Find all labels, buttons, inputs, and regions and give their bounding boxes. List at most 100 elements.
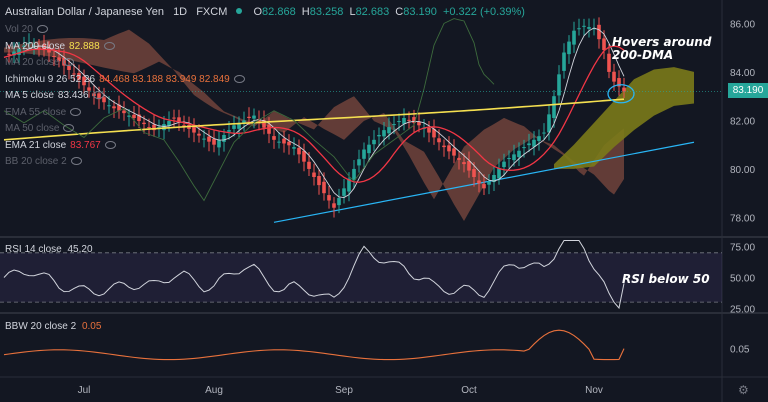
candle-body: [282, 138, 286, 144]
candle-body: [102, 97, 106, 103]
time-axis-tick: Aug: [205, 385, 223, 396]
visibility-icon[interactable]: [233, 74, 245, 83]
candle-body: [77, 73, 81, 80]
candle-body: [252, 115, 256, 119]
candle-body: [407, 119, 411, 121]
candle-body: [112, 106, 116, 109]
candle-body: [117, 104, 121, 111]
price-axis-tick: 78.00: [730, 213, 755, 224]
candle-body: [372, 139, 376, 145]
candle-body: [402, 118, 406, 124]
time-axis-tick: Nov: [585, 385, 603, 396]
candle-body: [332, 203, 336, 208]
candle-body: [82, 76, 86, 86]
candle-body: [622, 87, 626, 92]
legend-item[interactable]: MA 20 close: [5, 57, 75, 68]
ohlc-values: O82.868 H83.258 L82.683 C83.190 +0.322 (…: [253, 6, 525, 18]
legend-item[interactable]: EMA 55 close: [5, 107, 82, 118]
candle-body: [287, 141, 291, 146]
candle-body: [462, 162, 466, 165]
candle-body: [432, 128, 436, 138]
candle-body: [497, 168, 501, 179]
candle-body: [427, 127, 431, 133]
visibility-icon[interactable]: [70, 107, 82, 116]
candle-body: [107, 105, 111, 107]
candle-body: [377, 134, 381, 137]
candle-body: [382, 130, 386, 137]
rsi-axis-tick: 75.00: [730, 243, 755, 254]
candle-body: [607, 53, 611, 72]
candle-body: [172, 117, 176, 119]
bbw-legend[interactable]: BBW 20 close 2 0.05: [5, 321, 102, 332]
candle-body: [362, 149, 366, 159]
candle-body: [307, 161, 311, 169]
candle-body: [592, 28, 596, 30]
candle-body: [437, 138, 441, 143]
candle-body: [572, 30, 576, 45]
candle-body: [47, 48, 51, 53]
candle-body: [207, 136, 211, 142]
candle-body: [72, 73, 76, 75]
visibility-icon[interactable]: [92, 91, 104, 99]
candle-body: [232, 125, 236, 129]
visibility-icon[interactable]: [104, 140, 116, 149]
candle-body: [467, 160, 471, 171]
candle-body: [122, 110, 126, 114]
candle-body: [532, 139, 536, 147]
legend-item[interactable]: MA 5 close 83.436: [5, 90, 104, 101]
lagging-span-line: [3, 18, 495, 202]
candle-body: [242, 120, 246, 124]
candle-body: [152, 124, 156, 131]
candle-body: [27, 42, 31, 44]
candle-body: [352, 168, 356, 180]
legend-item[interactable]: BB 20 close 2: [5, 156, 82, 167]
legend-item[interactable]: Vol 20: [5, 24, 48, 35]
legend-item[interactable]: EMA 21 close 83.767: [5, 140, 116, 151]
time-axis-tick: Sep: [335, 385, 353, 396]
candle-body: [347, 178, 351, 192]
candle-body: [22, 45, 26, 47]
legend-item[interactable]: MA 50 close: [5, 123, 75, 134]
candle-body: [447, 145, 451, 152]
candle-body: [277, 141, 281, 143]
rsi-legend[interactable]: RSI 14 close 45.20: [5, 244, 93, 255]
candle-body: [492, 175, 496, 183]
candle-body: [317, 175, 321, 186]
symbol-title[interactable]: Australian Dollar / Japanese Yen: [5, 6, 164, 18]
candle-body: [227, 130, 231, 132]
candle-body: [527, 143, 531, 146]
candle-body: [587, 27, 591, 29]
visibility-icon[interactable]: [103, 41, 115, 50]
price-axis-tick: 86.00: [730, 19, 755, 30]
price-axis-tick: 82.00: [730, 116, 755, 127]
candle-body: [482, 184, 486, 189]
legend-item[interactable]: Ichimoku 9 26 52 26 84.468 83.188 83.949 …: [5, 74, 245, 85]
ma200-line: [3, 98, 625, 141]
candle-body: [542, 132, 546, 134]
visibility-icon[interactable]: [70, 157, 82, 165]
interval-label[interactable]: 1D: [173, 6, 188, 18]
candle-body: [52, 56, 56, 58]
candle-body: [472, 169, 476, 178]
visibility-icon[interactable]: [63, 58, 75, 66]
bbw-axis-tick: 0.05: [730, 345, 750, 356]
visibility-icon[interactable]: [36, 25, 48, 33]
legend-item[interactable]: MA 200 close 82.888: [5, 41, 115, 52]
candle-body: [507, 158, 511, 160]
settings-gear-icon[interactable]: ⚙: [738, 383, 749, 397]
candle-body: [367, 144, 371, 154]
visibility-icon[interactable]: [63, 124, 75, 132]
candle-body: [387, 127, 391, 134]
candle-body: [67, 66, 71, 70]
candle-body: [247, 116, 251, 118]
candle-body: [392, 124, 396, 126]
candle-body: [312, 172, 316, 178]
candle-body: [412, 117, 416, 123]
candle-body: [222, 134, 226, 142]
candle-body: [302, 150, 306, 162]
candle-body: [547, 114, 551, 133]
candle-body: [37, 47, 41, 49]
candle-body: [602, 38, 606, 51]
candle-body: [137, 114, 141, 122]
